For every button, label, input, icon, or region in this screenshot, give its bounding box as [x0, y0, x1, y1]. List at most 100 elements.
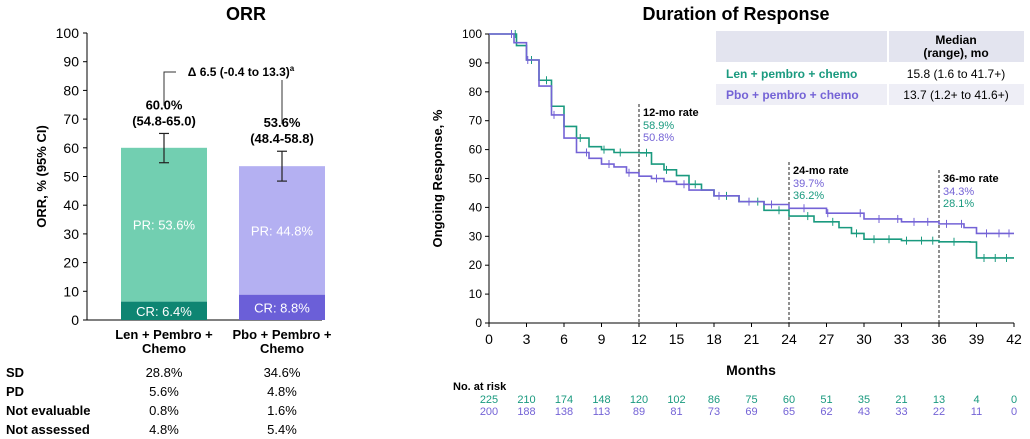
dor-at-risk-value: 33 [895, 406, 907, 418]
dor-rate-value: 50.8% [643, 132, 674, 144]
dor-legend-series-name: Len + pembro + chemo [726, 67, 857, 81]
dor-at-risk-value: 43 [858, 406, 870, 418]
orr-bar-cr-label: CR: 6.4% [136, 304, 192, 319]
orr-y-tick-label: 40 [63, 197, 79, 213]
orr-table-cell: 28.8% [146, 365, 183, 380]
dor-at-risk-value: 188 [517, 406, 535, 418]
dor-x-tick-label: 0 [485, 331, 493, 347]
orr-y-tick-label: 90 [63, 54, 79, 70]
dor-at-risk-value: 89 [633, 406, 645, 418]
orr-table-cell: 4.8% [267, 384, 297, 399]
dor-y-tick-label: 100 [462, 27, 482, 41]
dor-x-tick-label: 42 [1006, 331, 1022, 347]
orr-table-cell: 0.8% [149, 403, 179, 418]
dor-at-risk-value: 210 [517, 394, 535, 406]
dor-x-tick-label: 18 [706, 331, 722, 347]
orr-table-cell: 4.8% [149, 422, 179, 437]
dor-x-tick-label: 9 [598, 331, 606, 347]
dor-at-risk-value: 73 [708, 406, 720, 418]
orr-bar-pr-label: PR: 44.8% [251, 223, 314, 238]
dor-rate-value: 39.7% [793, 178, 824, 190]
dor-at-risk-label: No. at risk [453, 381, 507, 393]
dor-legend-header-bg [716, 31, 1024, 63]
dor-y-tick-label: 40 [469, 200, 483, 214]
dor-x-tick-label: 21 [744, 331, 760, 347]
orr-ci-label: (54.8-65.0) [132, 113, 196, 128]
dor-y-tick-label: 10 [469, 287, 483, 301]
orr-category-label: Chemo [260, 341, 304, 356]
dor-x-axis-label: Months [726, 362, 776, 378]
dor-y-tick-label: 0 [475, 316, 482, 330]
dor-at-risk-value: 22 [933, 406, 945, 418]
orr-bar-cr [121, 301, 207, 320]
dor-x-tick-label: 36 [931, 331, 947, 347]
dor-legend-header: (range), mo [923, 46, 988, 60]
dor-at-risk-value: 86 [708, 394, 720, 406]
orr-category-label: Len + Pembro + [115, 327, 213, 342]
dor-x-tick-label: 39 [969, 331, 985, 347]
orr-ci-label: (48.4-58.8) [250, 131, 314, 146]
dor-at-risk-value: 11 [971, 406, 982, 418]
orr-category-label: Chemo [142, 341, 186, 356]
dor-at-risk-value: 174 [555, 394, 573, 406]
orr-table-cell: 5.4% [267, 422, 297, 437]
orr-table-cell: 34.6% [264, 365, 301, 380]
dor-legend-row-bg [716, 63, 1024, 84]
orr-y-tick-label: 10 [63, 283, 79, 299]
dor-at-risk-value: 0 [1011, 394, 1017, 406]
dor-at-risk-value: 0 [1011, 406, 1017, 418]
dor-at-risk-value: 69 [745, 406, 757, 418]
orr-bar-pr [121, 147, 207, 302]
dor-y-tick-label: 20 [469, 258, 483, 272]
dor-at-risk-value: 200 [480, 406, 498, 418]
dor-km-curve [489, 33, 1014, 235]
dor-at-risk-value: 75 [745, 394, 757, 406]
orr-bar-cr [239, 294, 325, 320]
dor-at-risk-value: 60 [783, 394, 795, 406]
dor-x-tick-label: 27 [819, 331, 835, 347]
orr-table-row-label: SD [6, 365, 24, 380]
dor-rate-value: 28.1% [943, 198, 974, 210]
orr-y-tick-label: 0 [71, 312, 79, 328]
dor-legend-row-bg [716, 84, 1024, 105]
orr-table-cell: 1.6% [267, 403, 297, 418]
orr-bar-cr-label: CR: 8.8% [254, 300, 310, 315]
dor-at-risk-value: 65 [783, 406, 795, 418]
dor-at-risk-value: 148 [592, 394, 610, 406]
orr-y-tick-label: 80 [63, 82, 79, 98]
dor-y-tick-label: 70 [469, 114, 483, 128]
dor-x-tick-label: 15 [669, 331, 685, 347]
dor-y-tick-label: 50 [469, 172, 483, 186]
dor-at-risk-value: 51 [820, 394, 832, 406]
orr-difference-bg [176, 62, 308, 80]
dor-y-tick-label: 80 [469, 85, 483, 99]
dor-at-risk-value: 4 [973, 394, 979, 406]
dor-rate-value: 36.2% [793, 190, 824, 202]
dor-at-risk-value: 102 [667, 394, 685, 406]
dor-at-risk-value: 13 [933, 394, 945, 406]
orr-difference-superscript: a [290, 64, 295, 73]
dor-rate-value: 58.9% [643, 120, 674, 132]
orr-table-row-label: Not evaluable [6, 403, 91, 418]
dor-y-tick-label: 60 [469, 143, 483, 157]
orr-title: ORR [226, 4, 266, 24]
dor-rate-label: 12-mo rate [643, 107, 699, 119]
orr-table-cell: 5.6% [149, 384, 179, 399]
dor-x-tick-label: 24 [781, 331, 797, 347]
dor-rate-label: 36-mo rate [943, 173, 999, 185]
dor-x-tick-label: 12 [631, 331, 647, 347]
dor-legend-series-name: Pbo + pembro + chemo [726, 88, 859, 102]
dor-legend-median: 15.8 (1.6 to 41.7+) [907, 67, 1005, 81]
orr-y-axis-label: ORR, % (95% CI) [34, 125, 49, 228]
orr-bar-pr-label: PR: 53.6% [133, 218, 196, 233]
orr-table-row-label: Not assessed [6, 422, 90, 437]
dor-km-curve [489, 33, 1014, 259]
dor-rate-value: 34.3% [943, 186, 974, 198]
dor-at-risk-value: 21 [895, 394, 907, 406]
dor-y-tick-label: 30 [469, 229, 483, 243]
dor-y-tick-label: 90 [469, 56, 483, 70]
orr-bar-pr [239, 166, 325, 295]
dor-x-tick-label: 30 [856, 331, 872, 347]
orr-y-tick-label: 20 [63, 255, 79, 271]
